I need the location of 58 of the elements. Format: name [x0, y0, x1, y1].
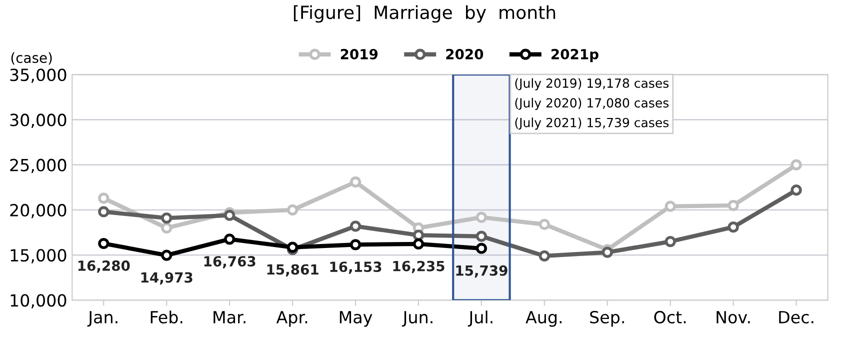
y-tick-label: 20,000 [10, 204, 66, 218]
point [286, 204, 298, 216]
point [412, 230, 424, 241]
point [664, 200, 676, 212]
point [538, 218, 550, 230]
point [728, 200, 739, 211]
point [538, 250, 550, 262]
point [602, 246, 613, 258]
point [161, 222, 172, 234]
point [790, 184, 802, 196]
x-tick-label: Sep. [590, 310, 624, 327]
y-tick-label: 15,000 [10, 249, 66, 264]
point [350, 239, 362, 250]
data-label: 15,739 [456, 265, 508, 278]
point [98, 238, 110, 250]
legend-label: 2019 [340, 48, 378, 60]
x-tick-label: Aug. [526, 311, 562, 327]
x-tick-label: Mar. [214, 311, 246, 324]
y-axis-title: (case) [11, 52, 52, 65]
x-tick-label: Jan. [87, 311, 118, 327]
legend-label: 2021p [552, 48, 598, 62]
x-tick-label: Nov. [716, 311, 750, 324]
point [350, 176, 362, 188]
point [161, 250, 172, 261]
point [790, 159, 802, 170]
point [350, 220, 362, 232]
x-tick-label: May [340, 311, 372, 327]
y-tick-label: 30,000 [10, 114, 66, 128]
point [728, 222, 739, 233]
x-tick-label: Jun. [402, 311, 432, 327]
x-tick-label: Jul. [468, 310, 492, 327]
x-tick-label: Feb. [150, 310, 182, 324]
data-label: 16,235 [393, 260, 444, 274]
data-label: 16,763 [204, 256, 256, 268]
point [98, 192, 110, 204]
point [98, 206, 110, 218]
y-tick-label: 35,000 [10, 68, 66, 83]
x-tick-label: Oct. [654, 310, 686, 324]
x-tick-label: Apr. [276, 311, 308, 327]
point [476, 230, 488, 242]
y-tick-label: 25,000 [10, 158, 66, 174]
data-label: 15,861 [267, 264, 318, 276]
point [476, 242, 488, 254]
x-tick-label: Dec. [779, 311, 814, 324]
point [224, 210, 236, 221]
chart-title: [Figure] Marriage by month [294, 5, 556, 23]
point [476, 212, 488, 223]
data-label: 14,973 [141, 272, 192, 284]
point [224, 234, 236, 245]
data-label: 16,280 [78, 260, 130, 273]
point [161, 212, 172, 224]
annotation: (July 2019) 19,178 cases (July 2020) 17,080 cases (July 2021) 15,739 cases [515, 78, 669, 130]
data-label: 16,153 [330, 262, 382, 274]
y-tick-label: 10,000 [10, 294, 66, 308]
legend-label: 2020 [446, 48, 484, 60]
point [664, 236, 676, 248]
point [412, 238, 424, 250]
point [286, 242, 298, 253]
